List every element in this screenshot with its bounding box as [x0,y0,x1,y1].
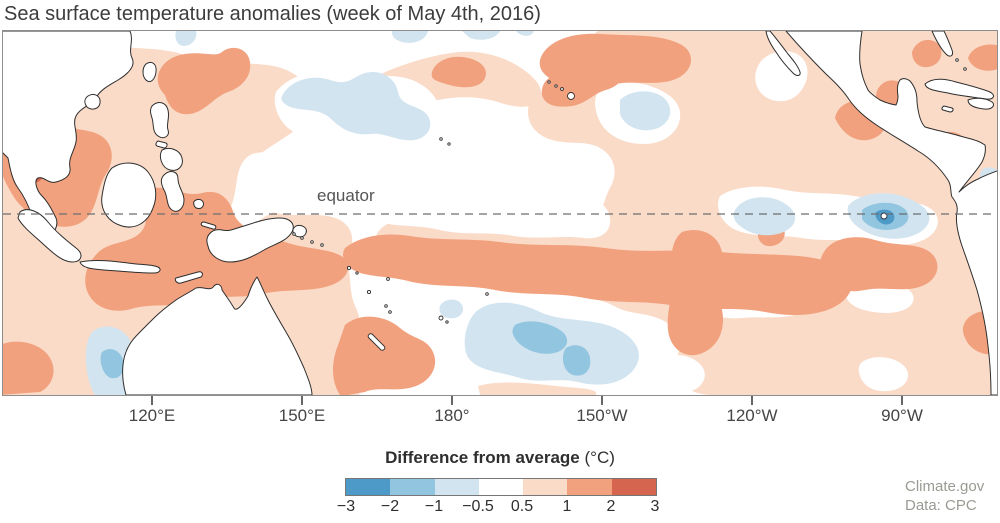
colorbar-label-m3: −3 [336,498,356,515]
coastlines [3,31,997,395]
tick-label-180: 180° [434,406,470,425]
colorbar-segment-m3-m2 [346,479,391,495]
page-title: Sea surface temperature anomalies (week … [4,3,541,25]
colorbar-segment-p05-p1 [523,479,568,495]
colorbar-segment-m1-m05 [434,479,479,495]
colorbar-label-m2: −2 [380,498,400,515]
tick-label-120W: 120°W [726,406,778,425]
colorbar-segment-p2-p3 [611,479,656,495]
tick-180 [451,396,453,405]
tick-label-90W: 90°W [881,406,923,425]
tick-120W [751,396,753,405]
map-frame [2,30,998,396]
colorbar-label-m05: −0.5 [462,498,494,515]
legend-colorbar [345,478,657,496]
tick-label-120E: 120°E [128,406,176,425]
cool-anomaly-areas [85,31,997,395]
legend-title: Difference from average (°C) [250,448,750,468]
tick-150E [301,396,303,405]
colorbar-label-p2: 2 [606,498,616,515]
tick-label-150E: 150°E [278,406,326,425]
colorbar-label-p05: 0.5 [510,498,534,515]
equator-label: equator [317,186,375,205]
colorbar-label-p3: 3 [650,498,660,515]
legend-unit: (°C) [584,448,615,467]
tick-120E [151,396,153,405]
tick-150W [601,396,603,405]
attribution-source: Climate.gov [905,478,985,495]
colorbar-segment-m2-m1 [390,479,435,495]
attribution-data: Data: CPC [905,497,977,514]
colorbar-label-m1: −1 [424,498,444,515]
colorbar-segment-p1-p2 [567,479,612,495]
legend-title-text: Difference from average [385,448,580,467]
anomaly-map [3,31,997,395]
colorbar-segment-m05-p05 [478,479,524,495]
tick-90W [901,396,903,405]
colorbar-label-p1: 1 [562,498,572,515]
tick-label-150W: 150°W [576,406,628,425]
